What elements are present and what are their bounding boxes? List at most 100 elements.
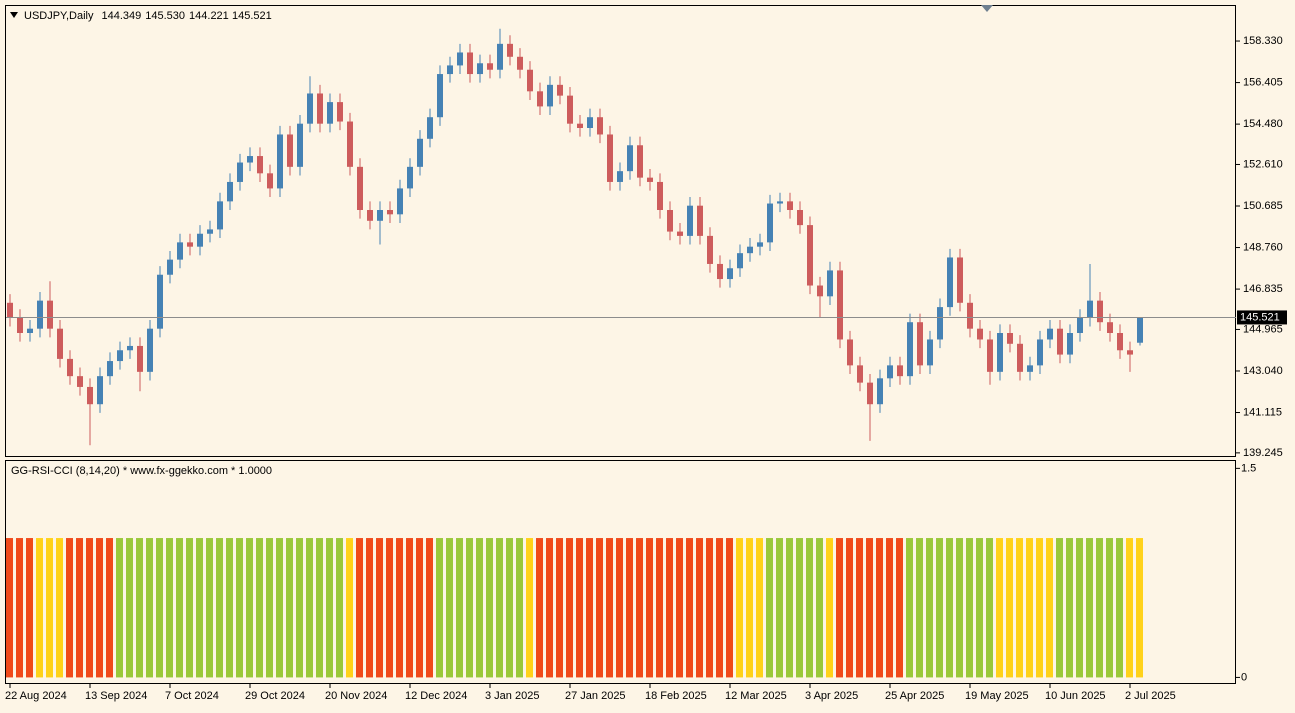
indicator-bar: [306, 538, 313, 678]
candle-body: [557, 84, 563, 96]
indicator-bar: [76, 538, 83, 678]
indicator-bar: [56, 538, 63, 678]
x-tick-label: 13 Sep 2024: [85, 690, 147, 702]
indicator-bar: [936, 538, 943, 678]
x-tick-label: 12 Dec 2024: [405, 690, 467, 702]
y-tick-label: 0: [1241, 671, 1247, 683]
candle-body: [407, 166, 413, 189]
indicator-bar: [786, 538, 793, 678]
candle-body: [37, 300, 43, 329]
y-tick-label: 141.115: [1243, 406, 1282, 418]
indicator-bar: [376, 538, 383, 678]
candle-body: [327, 102, 333, 124]
indicator-bar: [136, 538, 143, 678]
candle-body: [197, 233, 203, 247]
x-tick-label: 10 Jun 2025: [1045, 690, 1106, 702]
candle-body: [1027, 365, 1033, 372]
candle-body: [67, 358, 73, 377]
low-label: 144.221: [189, 10, 229, 22]
indicator-bar: [346, 538, 353, 678]
price-panel: [5, 5, 1236, 457]
candle-body: [127, 345, 133, 351]
indicator-bar: [686, 538, 693, 678]
candle-body: [1017, 343, 1023, 372]
indicator-bar: [1106, 538, 1113, 678]
indicator-bar: [216, 538, 223, 678]
indicator-bar: [826, 538, 833, 678]
indicator-bar: [106, 538, 113, 678]
candle-body: [747, 246, 753, 254]
indicator-bar: [926, 538, 933, 678]
indicator-bar: [646, 538, 653, 678]
candle-body: [177, 242, 183, 260]
candle-body: [577, 123, 583, 128]
y-tick-label: 156.405: [1243, 76, 1283, 88]
candle-body: [147, 328, 153, 372]
indicator-bar: [506, 538, 513, 678]
candle-body: [107, 361, 113, 377]
indicator-bar: [546, 538, 553, 678]
indicator-bar: [896, 538, 903, 678]
indicator-bar: [26, 538, 33, 678]
candle-body: [537, 91, 543, 107]
candle-body: [487, 63, 493, 70]
candle-body: [207, 229, 213, 234]
indicator-bar: [526, 538, 533, 678]
candle-body: [977, 328, 983, 340]
candle-body: [887, 365, 893, 379]
candle-body: [347, 121, 353, 167]
candle-body: [337, 102, 343, 122]
menu-arrow: [10, 12, 18, 18]
indicator-bar: [986, 538, 993, 678]
indicator-bar: [336, 538, 343, 678]
indicator-bar: [1066, 538, 1073, 678]
high-label: 145.530: [145, 10, 185, 22]
indicator-bar: [866, 538, 873, 678]
indicator-bar: [576, 538, 583, 678]
candle-body: [307, 93, 313, 124]
x-tick-label: 19 May 2025: [965, 690, 1029, 702]
y-tick-label: 139.245: [1243, 447, 1283, 459]
candle-body: [97, 376, 103, 405]
candle-body: [637, 145, 643, 178]
candle-body: [17, 317, 23, 333]
candle-body: [1127, 350, 1133, 355]
y-tick-label: 150.685: [1243, 200, 1283, 212]
indicator-bar: [1056, 538, 1063, 678]
indicator-bar: [836, 538, 843, 678]
indicator-bar: [36, 538, 43, 678]
indicator-bar: [876, 538, 883, 678]
indicator-bar: [816, 538, 823, 678]
indicator-bar: [196, 538, 203, 678]
indicator-bar: [466, 538, 473, 678]
candle-body: [167, 259, 173, 275]
indicator-bar: [456, 538, 463, 678]
candle-body: [927, 339, 933, 366]
indicator-bar: [386, 538, 393, 678]
candle-body: [667, 210, 673, 232]
indicator-bar: [886, 538, 893, 678]
indicator-bar: [166, 538, 173, 678]
indicator-bar: [176, 538, 183, 678]
candle-body: [1067, 333, 1073, 355]
indicator-bar: [156, 538, 163, 678]
candle-body: [617, 171, 623, 182]
candle-body: [77, 376, 83, 387]
chart-title: USDJPY,Daily 144.349 145.530 144.221 145.521: [24, 10, 272, 22]
candle-body: [1037, 339, 1043, 366]
candle-body: [827, 270, 833, 297]
indicator-bar: [406, 538, 413, 678]
indicator-bar: [1116, 538, 1123, 678]
x-tick-label: 20 Nov 2024: [325, 690, 387, 702]
candle-body: [967, 302, 973, 329]
candle-body: [377, 210, 383, 221]
candle-body: [707, 235, 713, 264]
candle-body: [387, 210, 393, 215]
indicator-bar: [276, 538, 283, 678]
candle-body: [1077, 317, 1083, 333]
candle-body: [997, 333, 1003, 372]
candle-body: [367, 210, 373, 221]
candle-body: [957, 257, 963, 303]
y-tick-label: 158.330: [1243, 35, 1283, 47]
